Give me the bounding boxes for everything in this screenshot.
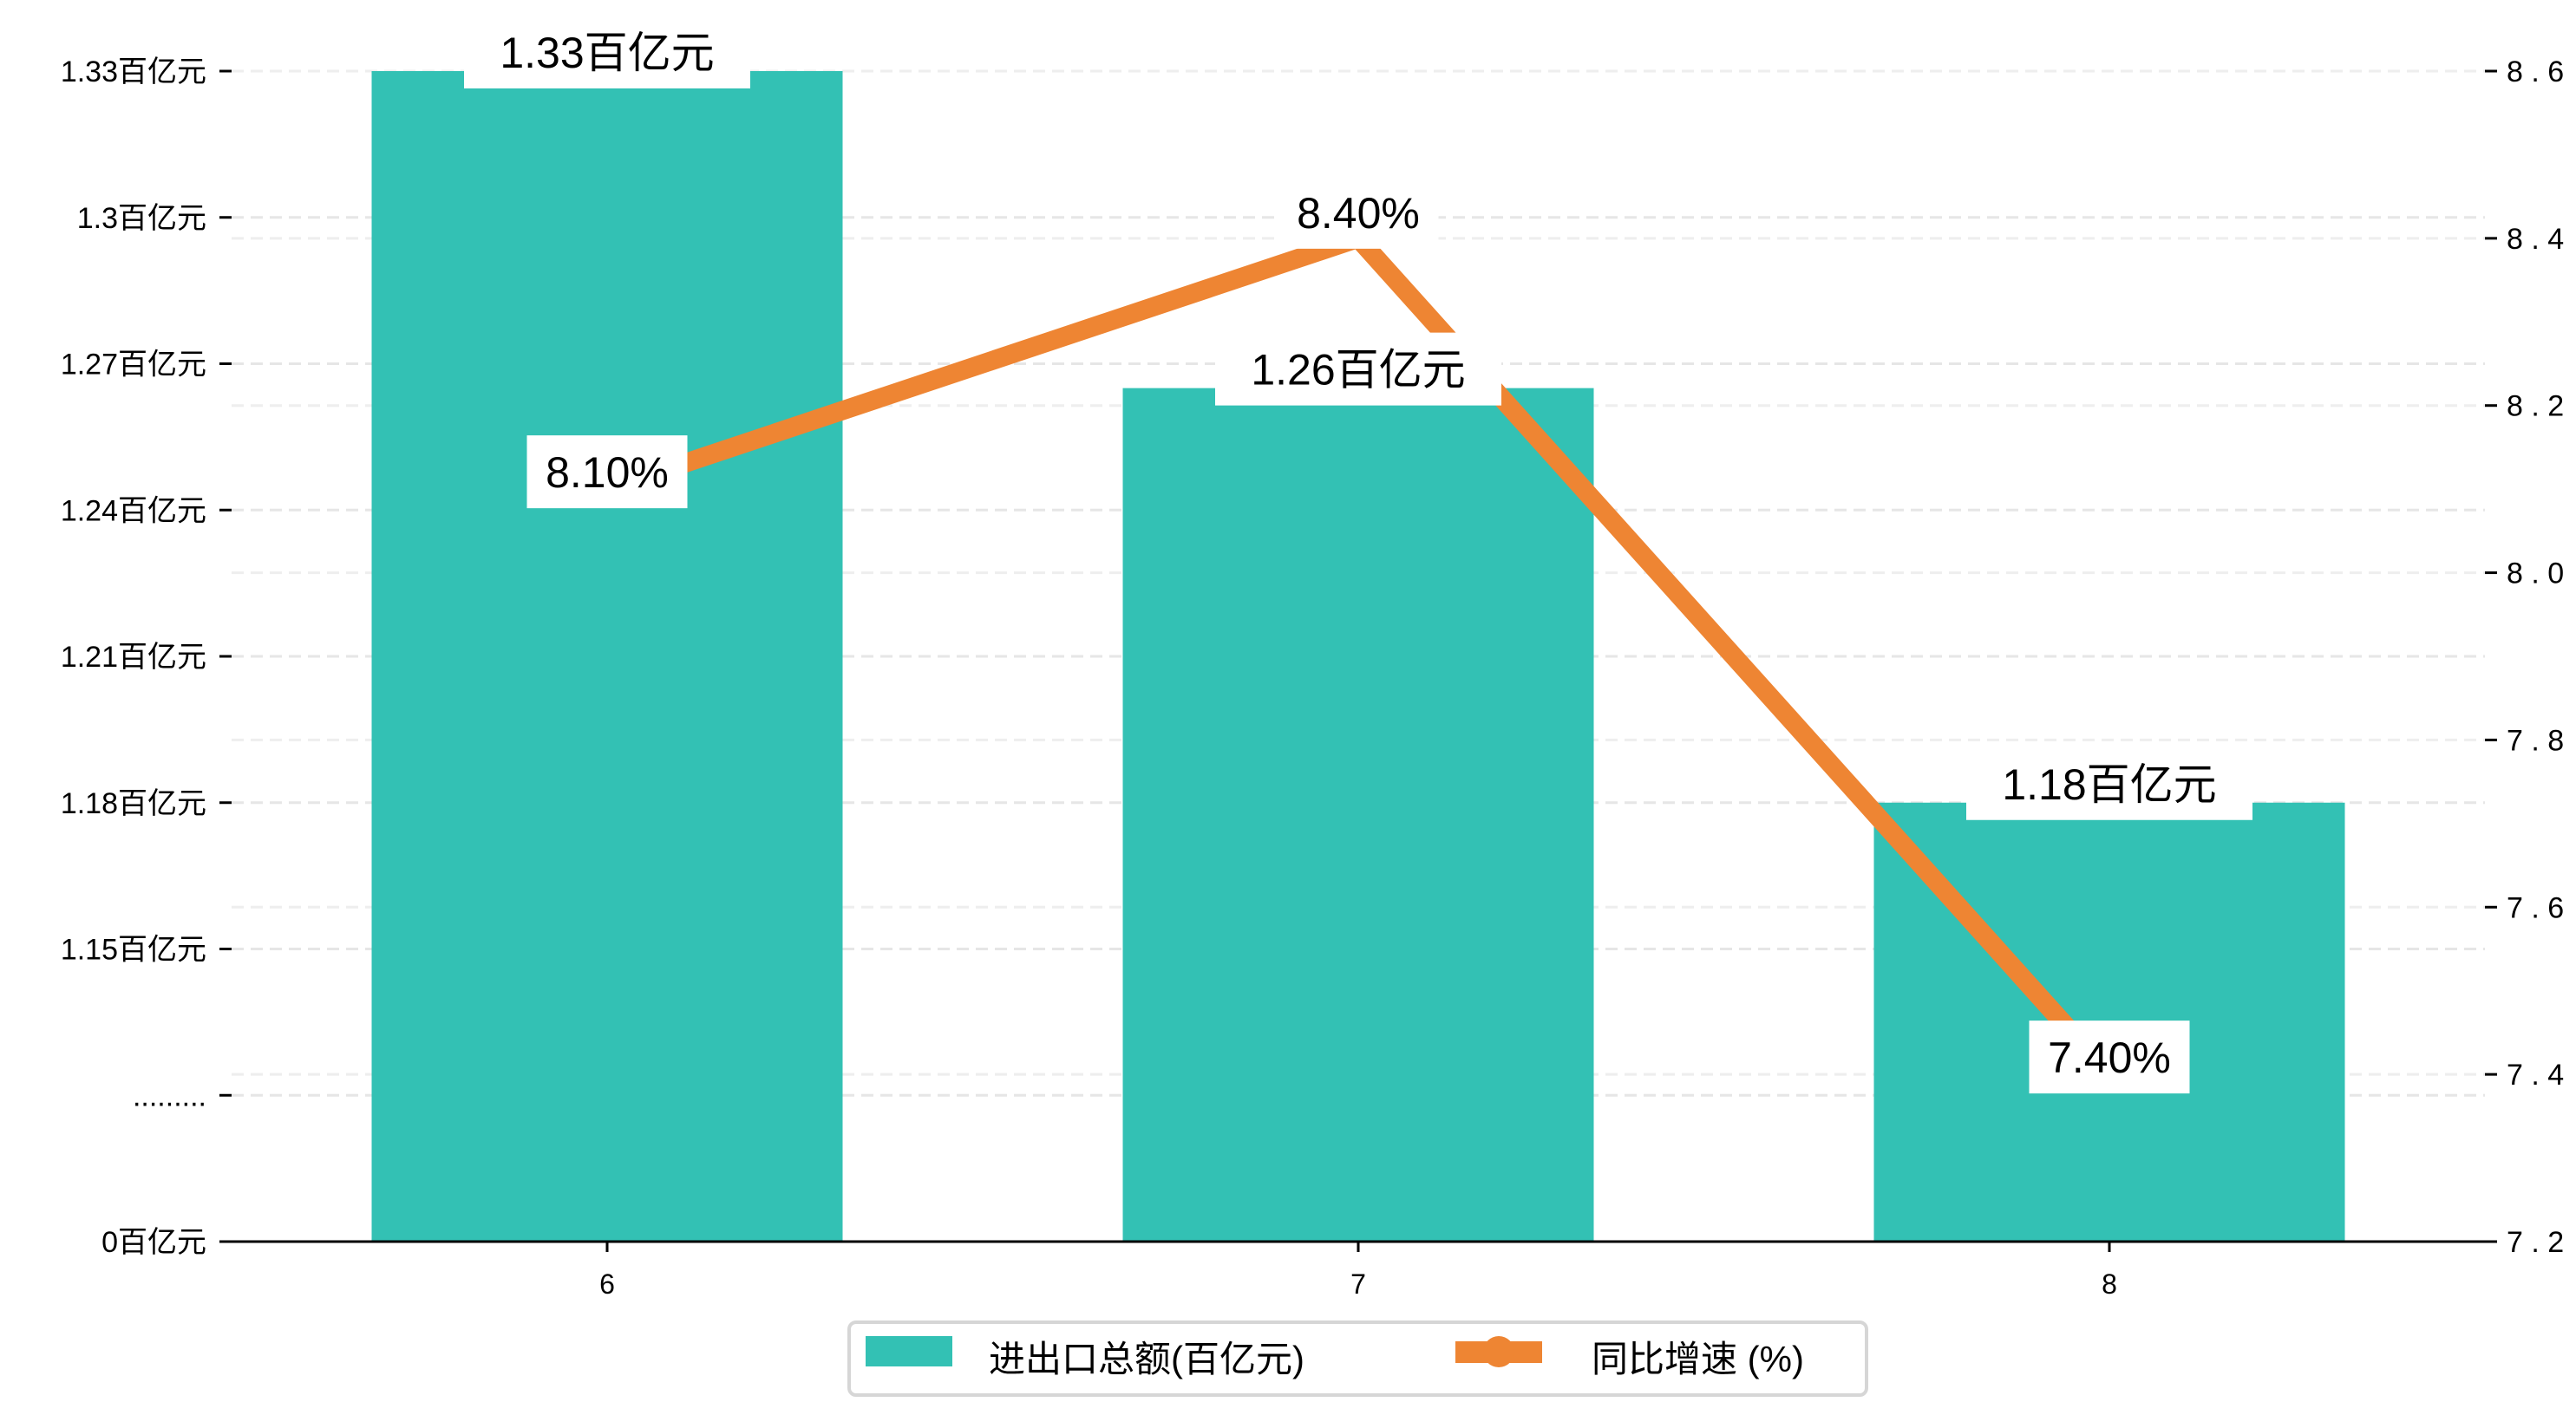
growth-value-label: 7.40% [2048,1034,2171,1082]
bar-value-label-box [1966,747,2252,820]
bar-value-label: 1.26百亿元 [1251,346,1465,395]
bar-value-label-box [1215,332,1501,406]
data-labels: 1.33百亿元 1.26百亿元 1.18百亿元 8.10% 8.40% 7.40% [464,16,2252,1094]
x-tick-label: 8 [2102,1268,2117,1300]
legend: 进出口总额(百亿元) 同比增速 (%) [847,1320,1868,1397]
right-tick-label: 8 . 4 [2507,223,2564,256]
growth-value-label-box [526,435,688,509]
bar-value-label: 1.18百亿元 [2002,760,2216,809]
bar-6 [371,71,843,1242]
bar-value-label: 1.33百亿元 [500,29,714,77]
x-tick-label: 6 [599,1268,615,1300]
right-tick-label: 7 . 2 [2507,1226,2564,1259]
left-tick-label: 1.27百亿元 [61,349,206,381]
growth-value-label: 8.40% [1297,189,1420,238]
left-tick-label: 1.18百亿元 [61,787,206,820]
legend-box [847,1320,1868,1397]
right-tick-label: 8 . 2 [2507,390,2564,423]
axes: 1.33百亿元 1.3百亿元 1.27百亿元 1.24百亿元 1.21百亿元 1.18百亿… [61,55,2564,1300]
growth-value-label: 8.10% [546,448,669,497]
bar-7 [1122,388,1594,1242]
left-tick-label: 1.21百亿元 [61,641,206,674]
left-tick-label: 1.24百亿元 [61,494,206,527]
growth-value-label-box [1278,175,1439,249]
bars [371,71,2345,1242]
left-tick-label: 1.15百亿元 [61,934,206,967]
left-tick-label: ......... [133,1079,206,1112]
legend-marker-line [1483,1336,1514,1367]
legend-label-bar: 进出口总额(百亿元) [989,1339,1304,1379]
bar-value-label-box [464,16,750,88]
left-tick-label: 1.33百亿元 [61,55,206,88]
right-tick-label: 7 . 4 [2507,1059,2564,1092]
left-tick-label: 0百亿元 [101,1226,206,1259]
right-tick-label: 8 . 6 [2507,55,2564,88]
growth-value-label-box [2029,1020,2190,1094]
right-tick-label: 7 . 6 [2507,891,2564,924]
left-tick-label: 1.3百亿元 [77,202,206,235]
right-tick-label: 7 . 8 [2507,724,2564,757]
legend-swatch-bar-fill [866,1336,952,1366]
legend-label-line: 同比增速 (%) [1592,1339,1804,1379]
x-tick-label: 7 [1350,1268,1366,1300]
right-tick-label: 8 . 0 [2507,558,2564,590]
